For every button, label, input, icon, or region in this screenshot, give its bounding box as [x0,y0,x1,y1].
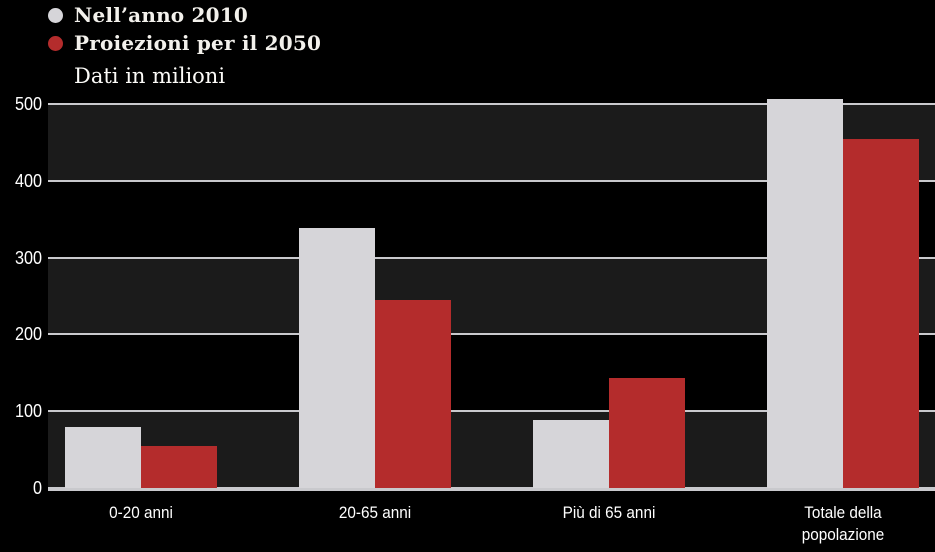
x-axis-category-label: Totale della popolazione [801,503,885,544]
gridline-200 [48,333,935,336]
legend-label-2010: Nell’anno 2010 [74,3,248,27]
bar-2010-group-3 [767,98,843,488]
bar-2050-group-3 [843,139,919,488]
y-axis-tick-label: 300 [14,247,42,268]
legend-item-2050: Proiezioni per il 2050 [48,29,321,57]
gridline-400 [48,179,935,182]
legend-marker-2050-icon [48,35,63,51]
x-axis-category-label: 20-65 anni [338,503,412,522]
legend-label-2050: Proiezioni per il 2050 [74,31,322,55]
gridline-100 [48,410,935,413]
y-axis-tick-label: 400 [14,170,42,191]
y-axis-tick-label: 500 [14,94,42,114]
gridline-500 [48,103,935,105]
y-axis-tick-label: 100 [14,401,42,422]
bar-2050-group-1 [375,299,451,488]
x-axis-line [48,488,935,491]
bar-2010-group-2 [533,420,609,488]
bar-2010-group-1 [299,228,375,488]
bar-2050-group-2 [609,378,685,488]
gridline-300 [48,256,935,259]
legend-marker-2010-icon [48,7,63,23]
bar-2050-group-0 [141,445,217,488]
chart-units-subtitle: Dati in milioni [74,64,226,88]
chart-legend: Nell’anno 2010 Proiezioni per il 2050 Da… [48,1,321,88]
y-axis-tick-label: 200 [14,324,42,345]
legend-item-2010: Nell’anno 2010 [48,1,321,29]
x-axis-category-label: 0-20 anni [109,503,173,522]
y-axis-tick-label: 0 [32,478,42,498]
bar-2010-group-0 [65,426,141,488]
x-axis-category-label: Più di 65 anni [562,503,656,522]
